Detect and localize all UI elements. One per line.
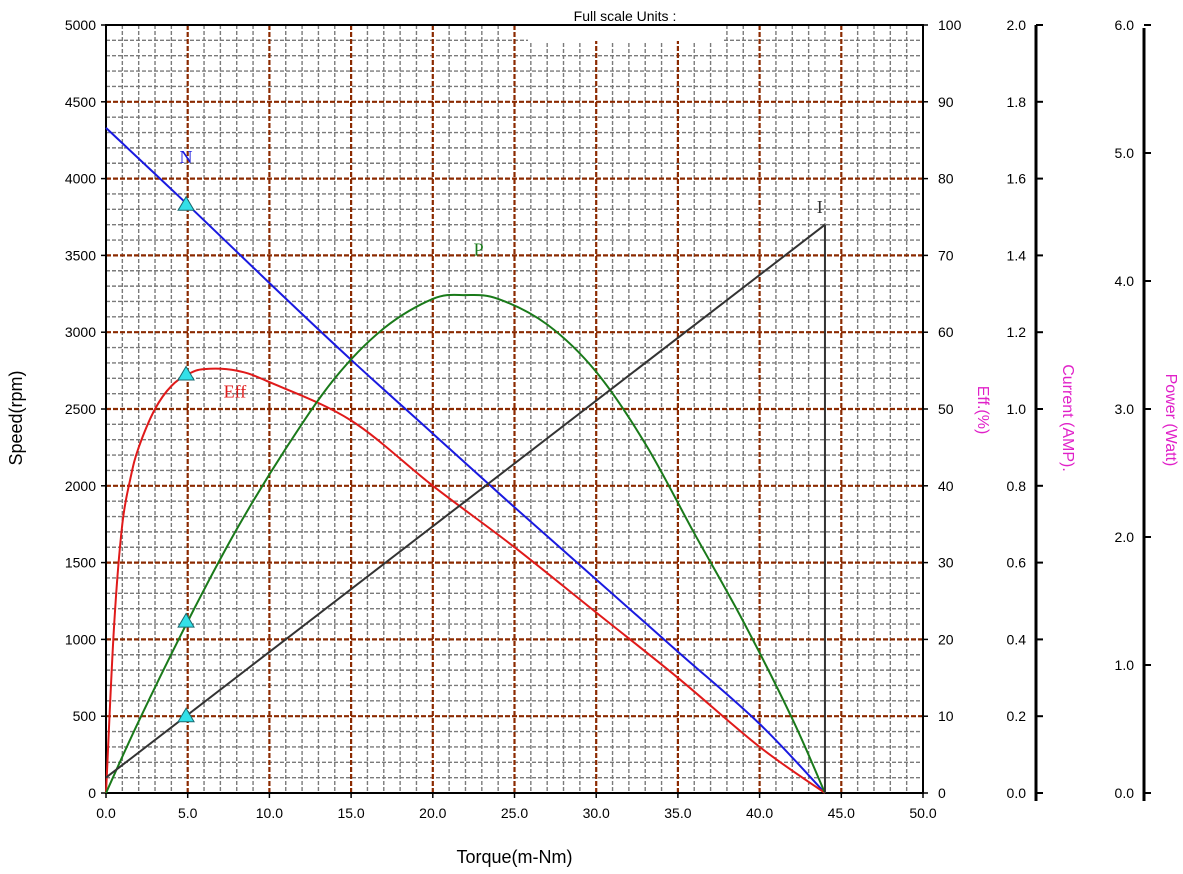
- speed-tick-label: 4000: [65, 171, 96, 187]
- current-tick-label: 2.0: [1007, 17, 1027, 33]
- marker-triangle-eff: [177, 365, 195, 381]
- speed-tick-label: 5000: [65, 17, 96, 33]
- curve-label-n: N: [180, 147, 193, 167]
- eff-tick-label: 60: [938, 324, 954, 340]
- x-axis-title: Torque(m-Nm): [456, 847, 572, 867]
- eff-tick-label: 80: [938, 171, 954, 187]
- header-background: [528, 15, 722, 41]
- eff-tick-label: 30: [938, 555, 954, 571]
- eff-tick-label: 90: [938, 94, 954, 110]
- curve-label-p: P: [474, 239, 484, 259]
- x-tick-label: 15.0: [337, 805, 364, 821]
- series-group: [105, 127, 826, 794]
- x-tick-label: 10.0: [256, 805, 283, 821]
- current-tick-label: 1.4: [1007, 247, 1027, 263]
- eff-tick-label: 40: [938, 478, 954, 494]
- power-tick-label: 6.0: [1115, 17, 1135, 33]
- power-axis-title: Power (Watt): [1162, 374, 1179, 467]
- marker-triangle-power: [177, 612, 195, 628]
- current-tick-label: 0.6: [1007, 555, 1027, 571]
- series-line-i: [105, 223, 826, 779]
- markers-group: [177, 195, 195, 723]
- speed-tick-label: 3500: [65, 247, 96, 263]
- chart-header: Full scale Units :: [574, 8, 677, 24]
- speed-tick-label: 500: [73, 708, 97, 724]
- x-tick-label: 50.0: [909, 805, 936, 821]
- power-tick-label: 0.0: [1115, 785, 1135, 801]
- eff-tick-label: 20: [938, 631, 954, 647]
- current-tick-label: 0.4: [1007, 631, 1027, 647]
- series-line-n: [105, 127, 826, 794]
- x-tick-label: 5.0: [178, 805, 198, 821]
- current-tick-label: 0.8: [1007, 478, 1027, 494]
- curve-labels: N P I Eff: [180, 147, 823, 401]
- eff-tick-label: 0: [938, 785, 946, 801]
- speed-tick-label: 3000: [65, 324, 96, 340]
- eff-tick-label: 50: [938, 401, 954, 417]
- axes: 0.0 5.0 10.0 15.0 20.0 25.0 30.0 35.0 40.0 45.0 50…: [6, 17, 1179, 867]
- marker-triangle-current: [177, 707, 195, 723]
- current-tick-label: 0.0: [1007, 785, 1027, 801]
- eff-axis-title: Eff.(%): [974, 386, 991, 435]
- series-line-eff: [105, 367, 826, 794]
- x-tick-label: 25.0: [501, 805, 528, 821]
- eff-tick-label: 100: [938, 17, 962, 33]
- power-tick-label: 1.0: [1115, 657, 1135, 673]
- speed-axis-title: Speed(rpm): [6, 370, 26, 465]
- eff-tick-label: 70: [938, 247, 954, 263]
- speed-tick-label: 2000: [65, 478, 96, 494]
- curve-label-eff: Eff: [224, 381, 247, 401]
- speed-tick-label: 1000: [65, 631, 96, 647]
- series-line-p: [105, 293, 826, 794]
- power-tick-label: 3.0: [1115, 401, 1135, 417]
- x-tick-label: 45.0: [828, 805, 855, 821]
- current-tick-label: 1.6: [1007, 171, 1027, 187]
- current-axis-title: Current (AMP).: [1059, 364, 1076, 472]
- marker-triangle-speed: [177, 195, 195, 211]
- x-tick-label: 40.0: [746, 805, 773, 821]
- current-tick-label: 1.8: [1007, 94, 1027, 110]
- x-tick-label: 20.0: [419, 805, 446, 821]
- current-tick-label: 0.2: [1007, 708, 1027, 724]
- power-tick-label: 5.0: [1115, 145, 1135, 161]
- speed-tick-label: 2500: [65, 401, 96, 417]
- major-grid: [106, 25, 923, 793]
- power-tick-label: 2.0: [1115, 529, 1135, 545]
- speed-tick-label: 4500: [65, 94, 96, 110]
- x-tick-label: 35.0: [664, 805, 691, 821]
- x-tick-label: 0.0: [96, 805, 116, 821]
- curve-label-i: I: [817, 197, 823, 217]
- eff-tick-label: 10: [938, 708, 954, 724]
- speed-tick-label: 0: [88, 785, 96, 801]
- power-tick-label: 4.0: [1115, 273, 1135, 289]
- speed-tick-label: 1500: [65, 555, 96, 571]
- current-tick-label: 1.2: [1007, 324, 1027, 340]
- current-tick-label: 1.0: [1007, 401, 1027, 417]
- x-tick-label: 30.0: [583, 805, 610, 821]
